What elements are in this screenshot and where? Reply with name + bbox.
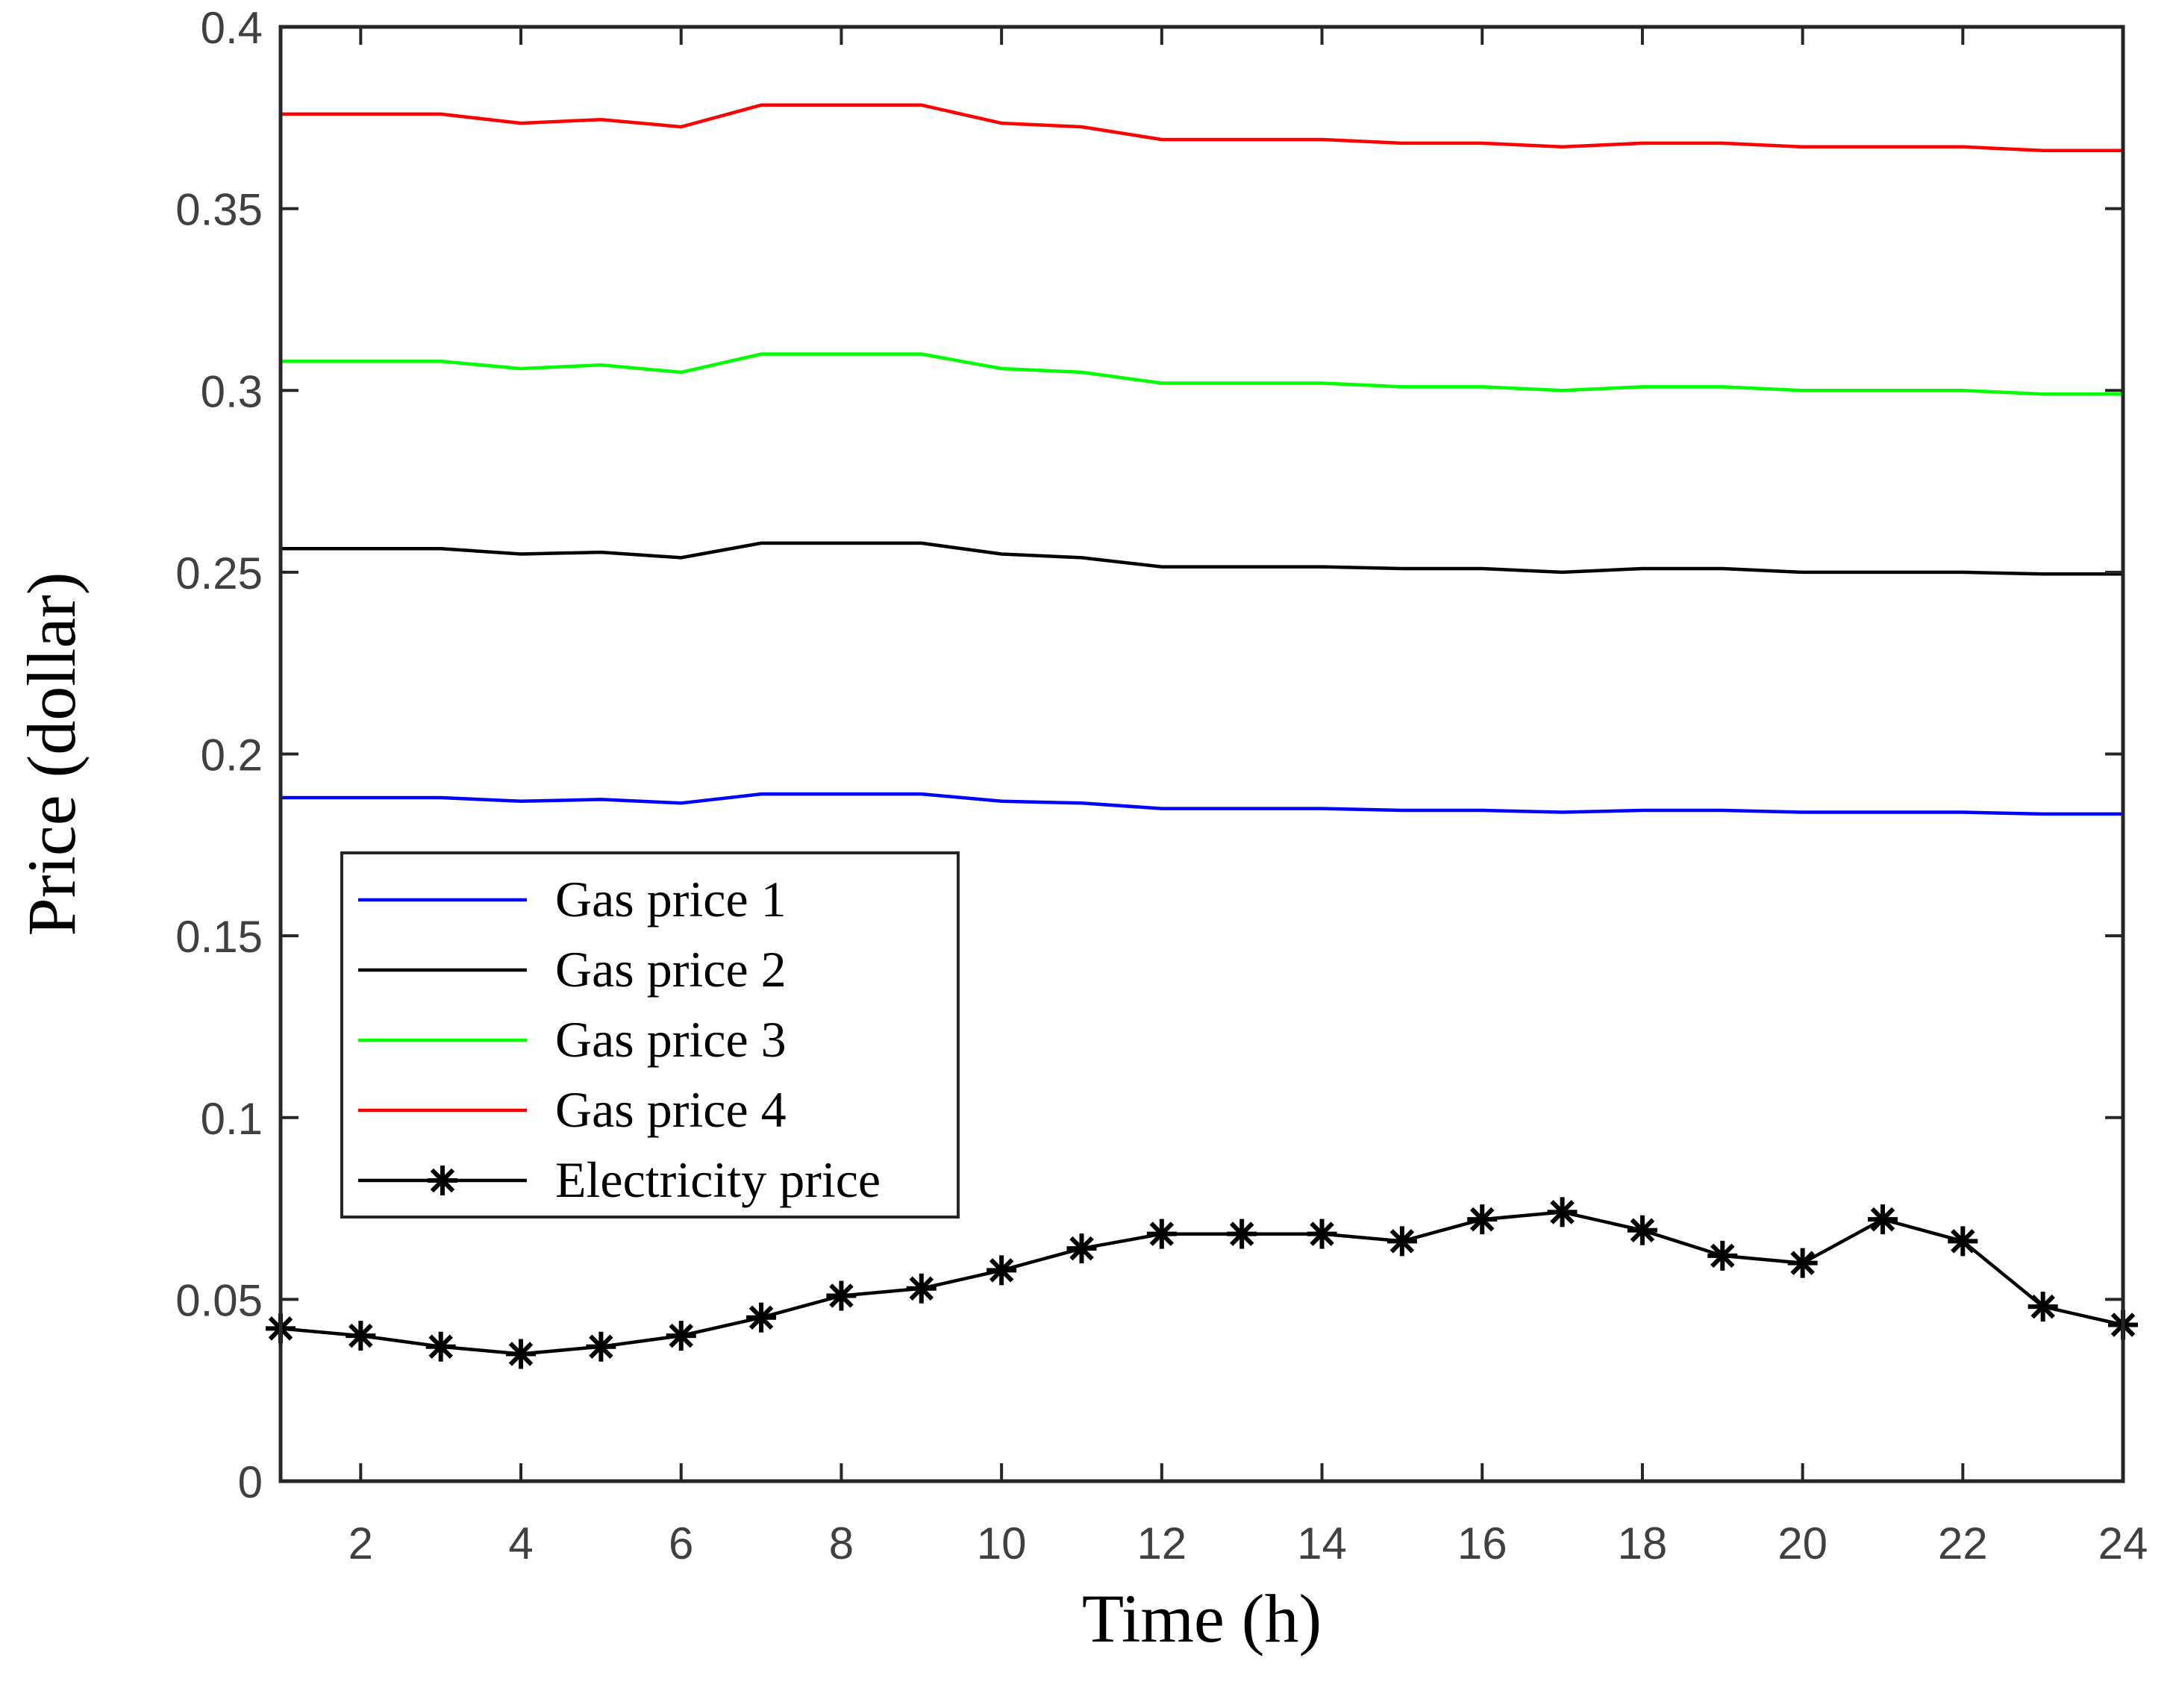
- axis-ticks: 2 4 6 8 10 12 14 16 18 20 22 2400.050.10.150.20.250…: [175, 3, 2148, 1568]
- data-point-electricity-price: [586, 1331, 616, 1362]
- y-tick-label: 0.3: [201, 366, 263, 416]
- marker-stroke: [829, 1283, 854, 1308]
- data-point-electricity-price: [1867, 1204, 1898, 1235]
- x-tick-label: 8: [829, 1518, 854, 1568]
- y-tick-label: 0.2: [201, 731, 263, 781]
- y-tick-label: 0: [238, 1457, 263, 1507]
- marker-stroke: [1630, 1218, 1655, 1243]
- y-tick-label: 0.35: [175, 185, 263, 235]
- legend-label-gas-price-4: Gas price 4: [555, 1081, 787, 1138]
- y-tick-label: 0.4: [201, 3, 263, 53]
- data-point-electricity-price: [1707, 1240, 1738, 1271]
- data-point-electricity-price: [1467, 1204, 1498, 1235]
- marker-stroke: [428, 1334, 453, 1359]
- legend-label-gas-price-1: Gas price 1: [555, 871, 787, 927]
- x-tick-label: 10: [977, 1518, 1027, 1568]
- series-line-gas-price-2: [281, 541, 2123, 576]
- x-tick-label: 18: [1618, 1518, 1668, 1568]
- data-point-electricity-price: [1787, 1248, 1818, 1278]
- x-tick-label: 14: [1297, 1518, 1347, 1568]
- marker-stroke: [508, 1342, 534, 1366]
- legend-label-gas-price-2: Gas price 2: [555, 941, 787, 998]
- legend-label-gas-price-3: Gas price 3: [555, 1011, 787, 1068]
- data-point-electricity-price: [1387, 1226, 1417, 1257]
- y-tick-label: 0.15: [175, 912, 263, 962]
- marker-stroke: [1389, 1229, 1415, 1254]
- data-point-electricity-price: [906, 1273, 937, 1304]
- data-point-electricity-price: [1146, 1219, 1177, 1249]
- marker-stroke: [430, 1168, 455, 1193]
- marker-stroke: [1229, 1221, 1254, 1246]
- x-tick-label: 22: [1938, 1518, 1988, 1568]
- x-tick-label: 24: [2098, 1518, 2148, 1568]
- marker-stroke: [589, 1334, 613, 1359]
- data-point-electricity-price: [1066, 1233, 1097, 1264]
- x-tick-label: 12: [1137, 1518, 1187, 1568]
- series-line-gas-price-1: [281, 792, 2123, 816]
- data-point-electricity-price: [746, 1302, 777, 1333]
- data-point-electricity-price: [1307, 1219, 1337, 1249]
- data-point-electricity-price: [1948, 1226, 1978, 1257]
- x-tick-label: 4: [508, 1518, 533, 1568]
- y-tick-label: 0.1: [201, 1094, 263, 1144]
- y-tick-label: 0.05: [175, 1275, 263, 1325]
- data-point-electricity-price: [346, 1321, 376, 1351]
- legend-marker-electricity-price: [428, 1166, 457, 1195]
- legend-box: [340, 851, 960, 1219]
- x-tick-label: 20: [1778, 1518, 1828, 1568]
- series-line-gas-price-4: [281, 103, 2123, 152]
- data-point-electricity-price: [2028, 1292, 2058, 1322]
- marker-stroke: [909, 1276, 934, 1301]
- marker-stroke: [1469, 1207, 1495, 1232]
- marker-stroke: [1069, 1236, 1094, 1261]
- marker-stroke: [1550, 1200, 1575, 1224]
- data-point-electricity-price: [425, 1331, 456, 1362]
- legend: Gas price 1 Gas price 2 Gas price 3 Gas pri…: [340, 851, 960, 1219]
- data-point-electricity-price: [1627, 1215, 1657, 1245]
- data-point-electricity-price: [666, 1321, 696, 1351]
- data-point-electricity-price: [987, 1255, 1017, 1286]
- marker-stroke: [1149, 1221, 1175, 1246]
- marker-stroke: [1310, 1221, 1334, 1246]
- x-axis-label: Time (h): [1082, 1580, 1322, 1657]
- data-point-electricity-price: [826, 1280, 857, 1311]
- marker-stroke: [748, 1305, 774, 1330]
- data-point-electricity-price: [1227, 1219, 1257, 1249]
- marker-stroke: [669, 1323, 694, 1348]
- marker-stroke: [1710, 1243, 1735, 1269]
- y-axis-label: Price (dollar): [13, 572, 90, 936]
- marker-stroke: [2030, 1294, 2055, 1319]
- marker-stroke: [348, 1323, 373, 1348]
- marker-stroke: [1951, 1229, 1975, 1254]
- series-line-gas-price-3: [281, 352, 2123, 396]
- data-point-electricity-price: [1547, 1197, 1578, 1227]
- marker-stroke: [989, 1258, 1014, 1283]
- data-point-electricity-price: [506, 1339, 537, 1369]
- marker-stroke: [1870, 1207, 1895, 1232]
- series-layer: [266, 103, 2138, 1369]
- x-tick-label: 16: [1457, 1518, 1507, 1568]
- x-tick-label: 6: [669, 1518, 693, 1568]
- marker-stroke: [1790, 1251, 1815, 1275]
- legend-label-electricity-price: Electricity price: [555, 1151, 881, 1208]
- x-tick-label: 2: [348, 1518, 373, 1568]
- y-tick-label: 0.25: [175, 548, 263, 598]
